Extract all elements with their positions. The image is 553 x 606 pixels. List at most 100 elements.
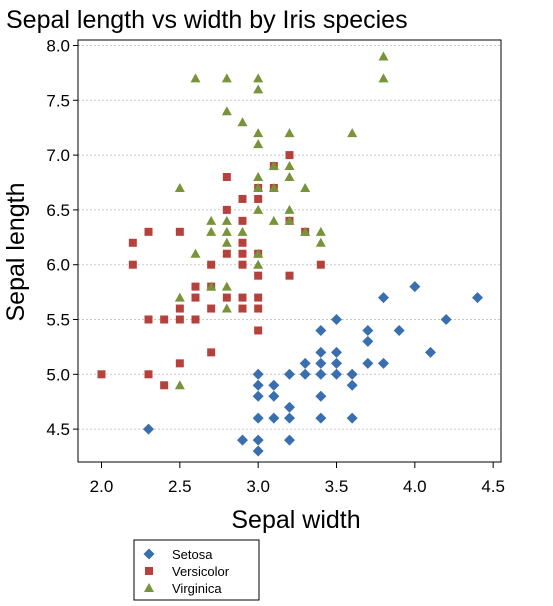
virginica-point	[174, 380, 185, 390]
virginica-point	[221, 215, 232, 225]
versicolor-point	[97, 370, 106, 379]
setosa-point	[315, 390, 327, 402]
virginica-point	[221, 73, 232, 83]
setosa-point	[378, 357, 389, 369]
virginica-point	[268, 215, 279, 225]
legend-marker-versicolor	[145, 567, 153, 575]
x-tick-label: 2.0	[90, 477, 114, 496]
versicolor-point	[144, 227, 153, 236]
virginica-point	[253, 139, 264, 149]
gridlines	[78, 44, 501, 430]
chart-title: Sepal length vs width by Iris species	[6, 6, 408, 34]
virginica-point	[253, 204, 264, 214]
versicolor-point	[254, 293, 263, 302]
versicolor-point	[285, 271, 294, 280]
virginica-point	[268, 161, 279, 171]
virginica-point	[300, 182, 311, 192]
setosa-point	[362, 357, 374, 369]
versicolor-point	[238, 216, 247, 225]
versicolor-point	[254, 194, 263, 203]
versicolor-point	[191, 282, 200, 291]
setosa-point	[268, 379, 280, 391]
setosa-point	[378, 292, 389, 304]
versicolor-point	[238, 304, 247, 313]
setosa-point	[315, 346, 327, 358]
setosa-point	[315, 368, 327, 380]
setosa-point	[362, 335, 374, 347]
setosa-point	[268, 412, 280, 424]
setosa-point	[331, 368, 342, 380]
setosa-point	[252, 368, 264, 380]
versicolor-point	[316, 260, 325, 269]
versicolor-point	[238, 260, 247, 269]
virginica-point	[268, 182, 279, 192]
setosa-point	[252, 390, 264, 402]
virginica-point	[174, 292, 185, 302]
virginica-point	[237, 226, 248, 236]
versicolor-point	[285, 151, 294, 160]
series-setosa	[143, 281, 483, 457]
setosa-point	[393, 324, 405, 336]
y-tick-label: 7.0	[46, 146, 70, 165]
virginica-point	[284, 161, 295, 171]
y-tick-label: 4.5	[46, 420, 70, 439]
legend-marker-virginica	[144, 583, 154, 592]
virginica-point	[221, 226, 232, 236]
versicolor-point	[222, 173, 231, 182]
y-tick-label: 7.5	[46, 91, 70, 110]
versicolor-point	[128, 238, 137, 247]
versicolor-point	[207, 260, 216, 269]
virginica-point	[206, 215, 217, 225]
y-tick-label: 5.5	[46, 311, 70, 330]
virginica-point	[221, 106, 232, 116]
setosa-point	[315, 357, 327, 369]
virginica-point	[284, 215, 295, 225]
virginica-point	[253, 172, 264, 182]
virginica-point	[284, 204, 295, 214]
x-tick-label: 3.0	[246, 477, 270, 496]
legend-box	[133, 539, 260, 601]
virginica-point	[221, 237, 232, 247]
plot-frame	[77, 39, 502, 463]
virginica-point	[378, 51, 389, 61]
setosa-point	[252, 434, 264, 446]
versicolor-point	[238, 194, 247, 203]
virginica-point	[284, 128, 295, 138]
axis-ticks: 4.5 5.0 5.5 6.0 6.5 7.0 7.5 8.0 2.0 2.5 3.0 3.5 4.0 4…	[46, 36, 505, 496]
virginica-point	[237, 117, 248, 127]
virginica-point	[253, 84, 264, 94]
versicolor-point	[175, 227, 184, 236]
y-tick-label: 6.0	[46, 256, 70, 275]
setosa-point	[299, 368, 311, 380]
setosa-point	[425, 346, 436, 358]
setosa-point	[284, 434, 295, 446]
x-axis-label: Sepal width	[231, 506, 360, 534]
versicolor-point	[222, 249, 231, 258]
setosa-point	[409, 281, 421, 293]
setosa-point	[268, 390, 280, 402]
virginica-point	[300, 226, 311, 236]
setosa-point	[346, 379, 358, 391]
versicolor-point	[238, 238, 247, 247]
setosa-point	[299, 357, 311, 369]
setosa-point	[143, 423, 154, 435]
setosa-point	[472, 292, 483, 304]
setosa-point	[331, 346, 342, 358]
series-virginica	[174, 51, 389, 390]
data-points	[97, 51, 483, 457]
versicolor-point	[207, 304, 216, 313]
versicolor-point	[128, 260, 137, 269]
versicolor-point	[254, 271, 263, 280]
versicolor-point	[160, 315, 169, 324]
legend-label-versicolor: Versicolor	[172, 564, 230, 579]
versicolor-point	[238, 293, 247, 302]
setosa-point	[284, 401, 295, 413]
virginica-point	[206, 281, 217, 291]
setosa-point	[315, 412, 327, 424]
versicolor-point	[175, 315, 184, 324]
versicolor-point	[144, 370, 153, 379]
setosa-point	[440, 314, 452, 326]
setosa-point	[346, 368, 358, 380]
x-tick-label: 4.5	[481, 477, 505, 496]
